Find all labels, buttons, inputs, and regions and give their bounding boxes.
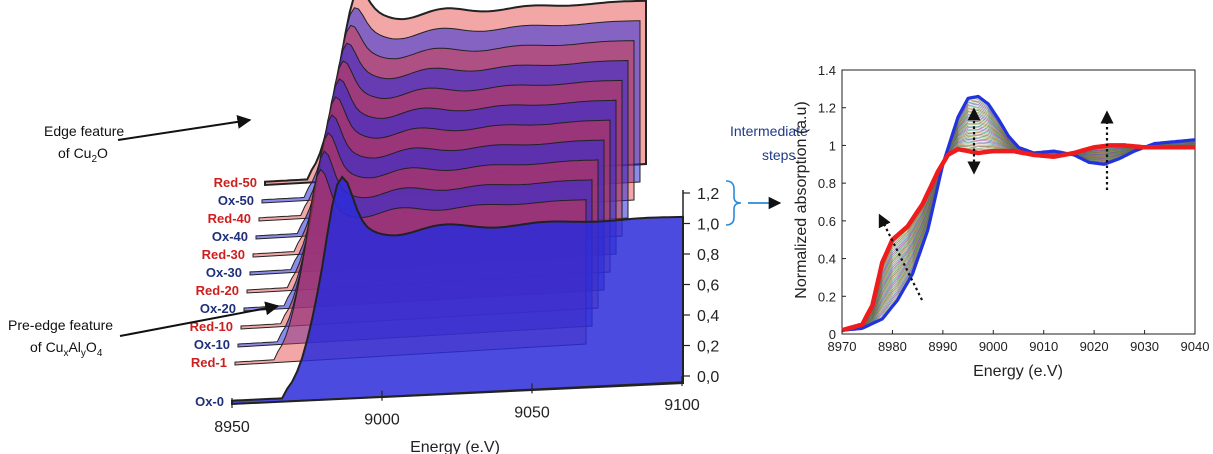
right-y-tick-label: 1.2 bbox=[818, 101, 836, 116]
left-x-tick-label: 8950 bbox=[214, 419, 250, 436]
left-y-axis: 0,0 0,2 0,4 0,6 0,8 1,0 1,2 bbox=[682, 186, 719, 386]
series-label: Ox-40 bbox=[212, 229, 248, 244]
series-labels: Red-50 Ox-50 Red-40 Ox-40 Red-30 Ox-30 Red-20 O… bbox=[190, 175, 257, 409]
right-y-tick-label: 0.2 bbox=[818, 289, 836, 304]
right-x-tick-label: 9010 bbox=[1029, 339, 1058, 354]
right-x-tick-label: 8970 bbox=[828, 339, 857, 354]
right-x-tick-label: 8980 bbox=[878, 339, 907, 354]
intermediate-steps-annotation: Intermediate steps bbox=[725, 123, 808, 226]
left-x-axis-label: Energy (e.V) bbox=[410, 439, 500, 454]
series-label: Red-1 bbox=[191, 355, 227, 370]
edge-feature-annotation: Edge feature of Cu2O bbox=[44, 114, 252, 165]
left-x-axis: 8950 9000 9050 9100 Energy (e.V) bbox=[214, 376, 700, 454]
series-label: Red-50 bbox=[214, 175, 257, 190]
left-y-tick-label: 0,4 bbox=[697, 308, 719, 325]
left-y-tick-label: 0,8 bbox=[697, 247, 719, 264]
left-x-tick-label: 9050 bbox=[514, 404, 550, 421]
right-y-tick-label: 0.4 bbox=[818, 252, 836, 267]
right-y-tick-label: 1.4 bbox=[818, 63, 836, 78]
right-y-tick-label: 0.6 bbox=[818, 214, 836, 229]
series-label: Red-30 bbox=[202, 247, 245, 262]
right-y-tick-label: 0 bbox=[829, 327, 836, 342]
series-label: Ox-10 bbox=[194, 337, 230, 352]
brace-icon bbox=[725, 180, 742, 226]
series-label: Ox-30 bbox=[206, 265, 242, 280]
right-x-tick-label: 9030 bbox=[1130, 339, 1159, 354]
right-x-axis-label: Energy (e.V) bbox=[973, 363, 1063, 380]
left-y-tick-label: 1,0 bbox=[697, 217, 719, 234]
svg-text:of Cu2O: of Cu2O bbox=[58, 145, 108, 165]
series-label: Red-10 bbox=[190, 319, 233, 334]
svg-text:Pre-edge feature: Pre-edge feature bbox=[8, 317, 113, 333]
left-y-tick-label: 0,0 bbox=[697, 369, 719, 386]
right-x-tick-label: 8990 bbox=[928, 339, 957, 354]
svg-text:Intermediate: Intermediate bbox=[730, 123, 808, 139]
left-y-tick-label: 0,2 bbox=[697, 339, 719, 356]
left-y-tick-label: 1,2 bbox=[697, 186, 719, 203]
svg-text:steps: steps bbox=[762, 147, 795, 163]
left-x-tick-label: 9100 bbox=[664, 397, 700, 414]
series-label: Ox-20 bbox=[200, 301, 236, 316]
series-label: Ox-50 bbox=[218, 193, 254, 208]
series-area bbox=[231, 175, 684, 406]
right-x-tick-label: 9040 bbox=[1181, 339, 1210, 354]
right-y-axis-label: Normalized absorption (a.u) bbox=[793, 101, 810, 298]
pre-edge-feature-annotation: Pre-edge feature of CuxAlyO4 bbox=[8, 301, 280, 359]
right-x-tick-label: 9020 bbox=[1080, 339, 1109, 354]
series-label: Red-20 bbox=[196, 283, 239, 298]
series-label: Ox-0 bbox=[195, 394, 224, 409]
right-y-tick-label: 0.8 bbox=[818, 176, 836, 191]
right-plot-frame bbox=[841, 69, 1196, 335]
right-chart: 8970 8980 8990 9000 9010 9020 9030 9040 0 0.2 0.4 0… bbox=[793, 63, 1209, 380]
stacked-spectra-chart bbox=[231, 0, 684, 406]
trend-arrow-preedge bbox=[878, 213, 923, 301]
svg-text:Edge feature: Edge feature bbox=[44, 123, 124, 139]
series-label: Red-40 bbox=[208, 211, 251, 226]
svg-text:of CuxAlyO4: of CuxAlyO4 bbox=[30, 339, 103, 359]
left-y-tick-label: 0,6 bbox=[697, 278, 719, 295]
right-series-line bbox=[841, 143, 1195, 333]
left-x-tick-label: 9000 bbox=[364, 412, 400, 429]
right-series-line bbox=[841, 94, 1196, 332]
right-x-tick-label: 9000 bbox=[979, 339, 1008, 354]
right-y-tick-label: 1 bbox=[829, 138, 836, 153]
